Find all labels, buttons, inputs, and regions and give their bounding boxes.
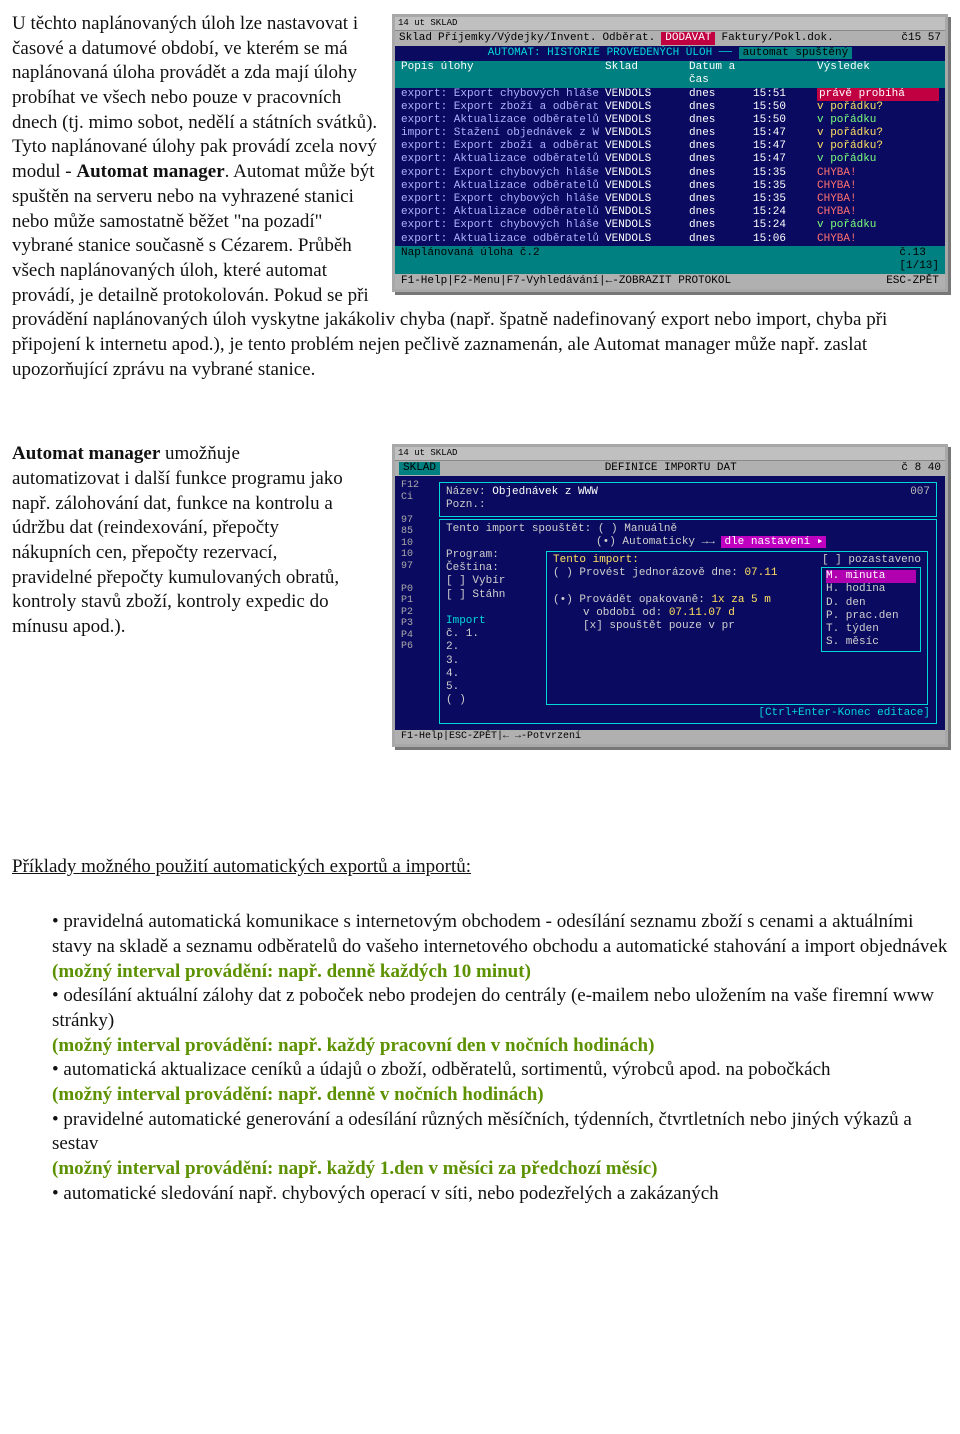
menu-item: Příjemky/Výdejky/Invent.	[438, 32, 596, 45]
term2-main-box: Tento import spouštět: ( ) Manuálně (•) …	[439, 519, 937, 725]
automat-manager-term2: Automat manager	[12, 443, 160, 464]
term1-footer: Naplánovaná úloha č.2 č.13[1/13]	[395, 246, 945, 274]
term1-titlebar: 14 ut SKLAD	[395, 17, 945, 31]
term2-statusbar: F1-Help|ESC-ZPĚT|← →-Potvrzení	[395, 730, 945, 744]
bullet-2-interval: (možný interval provádění: např. každý p…	[52, 1035, 654, 1056]
examples-heading: Příklady možného použití automatických e…	[12, 855, 948, 880]
bullet-1-interval: (možný interval provádění: např. denně k…	[52, 961, 531, 982]
menu-item: Sklad	[399, 32, 432, 45]
table-row: export: Export chybových hlášeVENDOLSdne…	[395, 167, 945, 180]
paragraph-2: Automat manager umožňuje automatizovat i…	[12, 442, 352, 640]
term1-rows: export: Export chybových hlášeVENDOLSdne…	[395, 88, 945, 246]
bullet-3: • automatická aktualizace ceníků a údajů…	[52, 1059, 831, 1080]
table-row: export: Aktualizace odběratelůVENDOLSdne…	[395, 180, 945, 193]
term1-columns: Popis úlohy Sklad Datum a čas Výsledek	[395, 61, 945, 87]
term2-body: F12 Ci 97 85 10 10 97 P0 P1 P2 P3 P4 P6 …	[395, 476, 945, 730]
menu-item: Faktury/Pokl.dok.	[721, 32, 833, 45]
menu-right: č15 57	[901, 32, 941, 45]
table-row: export: Aktualizace odběratelůVENDOLSdne…	[395, 206, 945, 219]
automat-manager-term: Automat manager	[76, 161, 224, 182]
term1-statusbar: F1-Help|F2-Menu|F7-Vyhledávání|←-ZOBRAZI…	[395, 274, 945, 289]
bullet-5: • automatické sledování např. chybových …	[52, 1183, 719, 1204]
table-row: import: Stažení objednávek z WVENDOLSdne…	[395, 127, 945, 140]
bullet-3-interval: (možný interval provádění: např. denně v…	[52, 1084, 544, 1105]
term2-popup: M. minuta H. hodina D. den P. prac.den T…	[821, 567, 921, 652]
table-row: export: Aktualizace odběratelůVENDOLSdne…	[395, 114, 945, 127]
term1-menubar: Sklad Příjemky/Výdejky/Invent. Odběrat. …	[395, 31, 945, 46]
examples-list: • pravidelná automatická komunikace s in…	[52, 910, 948, 1206]
bullet-4: • pravidelné automatické generování a od…	[52, 1109, 912, 1155]
table-row: export: Export chybových hlášeVENDOLSdne…	[395, 88, 945, 101]
menu-item: Odběrat.	[602, 32, 655, 45]
term2-leftcol: F12 Ci 97 85 10 10 97 P0 P1 P2 P3 P4 P6	[401, 480, 431, 726]
table-row: export: Export chybových hlášeVENDOLSdne…	[395, 193, 945, 206]
bullet-1: • pravidelná automatická komunikace s in…	[52, 911, 947, 957]
table-row: export: Export chybových hlášeVENDOLSdne…	[395, 219, 945, 232]
term2-topbar: SKLAD DEFINICE IMPORTU DAT č 8 40	[395, 461, 945, 476]
bullet-4-interval: (možný interval provádění: např. každý 1…	[52, 1158, 658, 1179]
term2-titlebar: 14 ut SKLAD	[395, 447, 945, 461]
table-row: export: Export zboží a odběratVENDOLSdne…	[395, 140, 945, 153]
terminal-screenshot-import-def: 14 ut SKLAD SKLAD DEFINICE IMPORTU DAT č…	[392, 444, 948, 747]
bullet-2: • odesílání aktuální zálohy dat z poboče…	[52, 985, 934, 1031]
term1-window-title: AUTOMAT: HISTORIE PROVEDENÝCH ÚLOH ── au…	[395, 46, 945, 61]
menu-item-selected: DODAVAT	[661, 32, 715, 45]
table-row: export: Aktualizace odběratelůVENDOLSdne…	[395, 233, 945, 246]
table-row: export: Export zboží a odběratVENDOLSdne…	[395, 101, 945, 114]
table-row: export: Aktualizace odběratelůVENDOLSdne…	[395, 153, 945, 166]
term2-header-box: Název: Objednávek z WWW 007 Pozn.:	[439, 482, 937, 516]
terminal-screenshot-history: 14 ut SKLAD Sklad Příjemky/Výdejky/Inven…	[392, 14, 948, 292]
